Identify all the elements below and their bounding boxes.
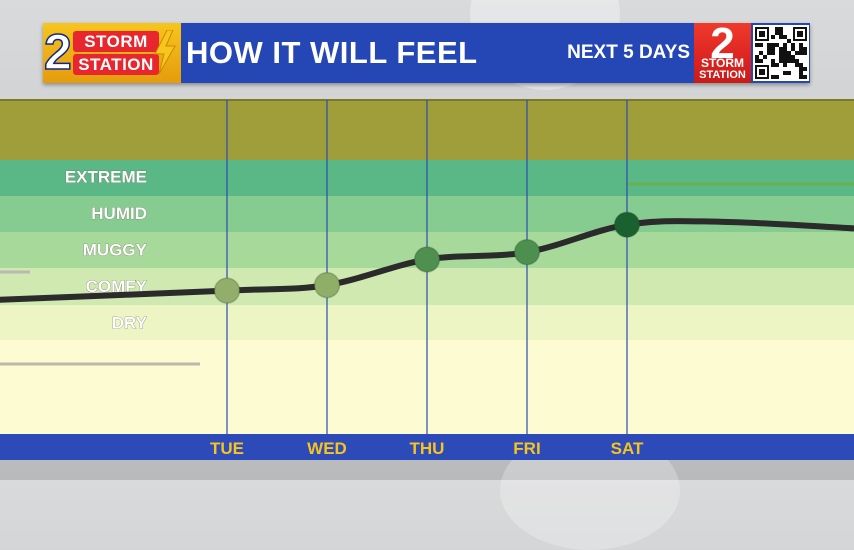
logo-right-station: STATION (699, 69, 746, 81)
lightning-bolt-icon (154, 30, 176, 74)
storm-station-logo: 2 STORM STATION (43, 23, 181, 83)
logo-station-label: STATION (73, 54, 159, 75)
day-label: FRI (513, 439, 540, 458)
day-axis-bar (0, 434, 854, 460)
logo-right-number: 2 (710, 19, 735, 68)
data-point (313, 271, 341, 299)
data-point (213, 277, 241, 304)
channel-2-logo: 2 STORM STATION (694, 19, 751, 83)
day-label: TUE (210, 439, 244, 458)
header-banner: 2 STORM STATION HOW IT WILL FEEL NEXT 5 … (43, 19, 810, 83)
day-label: SAT (611, 439, 644, 458)
band-label: EXTREME (65, 167, 147, 186)
data-point (613, 211, 641, 238)
logo-channel-number: 2 (43, 24, 72, 80)
qr-code-icon (753, 25, 809, 81)
band-label: HUMID (91, 204, 147, 223)
day-label: THU (410, 439, 445, 458)
band-label: MUGGY (83, 241, 148, 260)
logo-right-storm: STORM (700, 56, 745, 70)
day-label: WED (307, 439, 347, 458)
band-label: DRY (112, 314, 148, 333)
page-title: HOW IT WILL FEEL (186, 35, 478, 70)
logo-storm-label: STORM (73, 31, 159, 52)
forecast-range-label: NEXT 5 DAYS (567, 42, 690, 63)
data-point (513, 238, 541, 266)
data-point (413, 246, 441, 273)
